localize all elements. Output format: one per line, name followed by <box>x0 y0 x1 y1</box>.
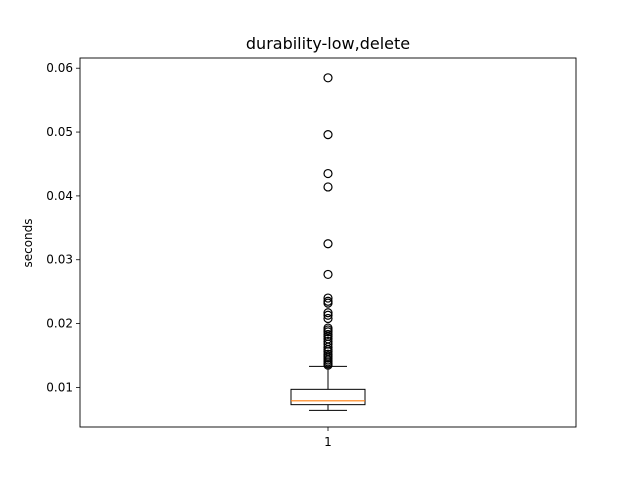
y-tick-label: 0.04 <box>46 189 73 203</box>
outlier-point <box>323 239 333 249</box>
outlier-point <box>323 298 333 308</box>
outlier-point <box>323 308 333 318</box>
outlier-point <box>323 360 333 370</box>
outlier-point <box>323 168 333 179</box>
y-tick-label: 0.06 <box>46 61 73 75</box>
outlier-point <box>323 313 333 324</box>
y-axis-label: seconds <box>21 218 35 267</box>
outlier-point <box>323 327 333 337</box>
outlier-point <box>323 342 333 352</box>
outlier-point <box>323 293 333 303</box>
outlier-point <box>323 269 333 280</box>
iqr-box <box>290 388 366 406</box>
chart-title: durability-low,delete <box>246 34 410 53</box>
outlier-point <box>323 310 333 320</box>
y-tick-label: 0.05 <box>46 125 73 139</box>
y-tick-label: 0.02 <box>46 317 73 331</box>
outlier-point <box>323 182 333 192</box>
axes-frame <box>79 57 577 428</box>
y-tick-label: 0.03 <box>46 253 73 267</box>
outlier-point <box>323 130 333 140</box>
x-tick-label: 1 <box>324 435 332 449</box>
outlier-point <box>323 73 333 83</box>
y-tick-label: 0.01 <box>46 380 73 394</box>
plot-area: 0.01 0.02 0.03 0.04 0.05 0.06 1 <box>46 57 577 449</box>
